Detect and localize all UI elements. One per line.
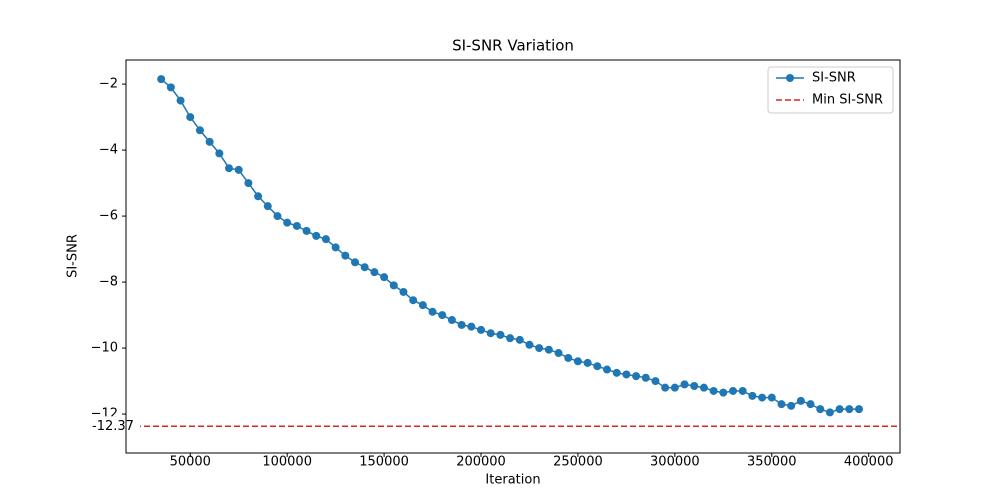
x-tick-label: 400000 — [844, 455, 894, 470]
data-point — [389, 281, 398, 290]
data-point — [263, 202, 272, 211]
data-point — [292, 221, 301, 230]
series-line — [160, 78, 860, 414]
data-point — [641, 373, 650, 382]
data-point — [738, 386, 747, 395]
data-point — [816, 405, 825, 414]
data-point — [806, 400, 815, 409]
data-point — [506, 334, 515, 343]
y-tick-label: −6 — [99, 209, 118, 224]
data-point — [312, 231, 321, 240]
x-tick-label: 200000 — [456, 455, 506, 470]
data-point — [176, 96, 185, 105]
data-point — [477, 325, 486, 334]
data-point — [525, 340, 534, 349]
legend-marker — [786, 74, 794, 82]
x-tick-label: 300000 — [650, 455, 700, 470]
data-point — [767, 393, 776, 402]
data-point — [651, 377, 660, 386]
data-point — [796, 396, 805, 405]
data-point — [719, 388, 728, 397]
data-point — [186, 113, 195, 122]
data-point — [157, 75, 166, 84]
data-point — [254, 192, 263, 201]
data-point — [583, 358, 592, 367]
y-axis-label: SI-SNR — [66, 234, 81, 278]
y-tick-label: −4 — [99, 143, 118, 158]
data-point — [457, 320, 466, 329]
data-point — [360, 263, 369, 272]
data-point — [845, 405, 854, 414]
data-point — [166, 83, 175, 92]
y-tick-label: −10 — [91, 341, 118, 356]
data-point — [418, 301, 427, 310]
data-point — [777, 400, 786, 409]
data-point — [612, 368, 621, 377]
min-label: -12.37 — [92, 419, 134, 434]
data-point — [331, 243, 340, 252]
x-tick-label: 100000 — [262, 455, 312, 470]
data-point — [195, 126, 204, 135]
data-point — [603, 365, 612, 374]
data-point — [302, 226, 311, 235]
data-point — [670, 383, 679, 392]
axes-frame — [125, 59, 901, 454]
x-tick-label: 50000 — [170, 455, 211, 470]
data-point — [341, 251, 350, 260]
legend-label: SI-SNR — [812, 71, 856, 86]
data-point — [573, 357, 582, 366]
data-point — [438, 311, 447, 320]
data-point — [632, 372, 641, 381]
data-point — [748, 391, 757, 400]
data-point — [855, 405, 864, 414]
data-point — [351, 258, 360, 267]
data-point — [409, 296, 418, 305]
data-point — [661, 383, 670, 392]
x-tick-label: 250000 — [553, 455, 603, 470]
y-tick-label: −2 — [99, 77, 118, 92]
data-point — [515, 335, 524, 344]
data-point — [680, 380, 689, 389]
data-point — [535, 344, 544, 353]
y-tick-label: −8 — [99, 275, 118, 290]
data-point — [622, 370, 631, 379]
data-point — [225, 164, 234, 173]
data-point — [486, 329, 495, 338]
data-point — [447, 316, 456, 325]
data-point — [321, 235, 330, 244]
data-point — [380, 273, 389, 282]
data-point — [273, 212, 282, 221]
data-point — [825, 408, 834, 417]
data-point — [283, 218, 292, 227]
data-point — [554, 349, 563, 358]
data-point — [234, 165, 243, 174]
data-point — [428, 307, 437, 316]
x-tick-label: 150000 — [359, 455, 409, 470]
data-point — [699, 383, 708, 392]
data-point — [787, 401, 796, 410]
data-point — [544, 345, 553, 354]
data-point — [690, 382, 699, 391]
data-point — [205, 137, 214, 146]
data-point — [758, 393, 767, 402]
data-point — [593, 362, 602, 371]
data-point — [244, 179, 253, 188]
data-point — [496, 330, 505, 339]
data-point — [835, 405, 844, 414]
chart-title: SI-SNR Variation — [452, 37, 574, 55]
data-point — [399, 287, 408, 296]
x-axis-label: Iteration — [485, 473, 540, 488]
x-tick-label: 350000 — [747, 455, 797, 470]
data-point — [467, 322, 476, 331]
data-point — [564, 353, 573, 362]
data-point — [370, 268, 379, 277]
data-point — [729, 386, 738, 395]
data-point — [215, 149, 224, 158]
data-point — [709, 386, 718, 395]
legend-label: Min SI-SNR — [812, 93, 883, 108]
